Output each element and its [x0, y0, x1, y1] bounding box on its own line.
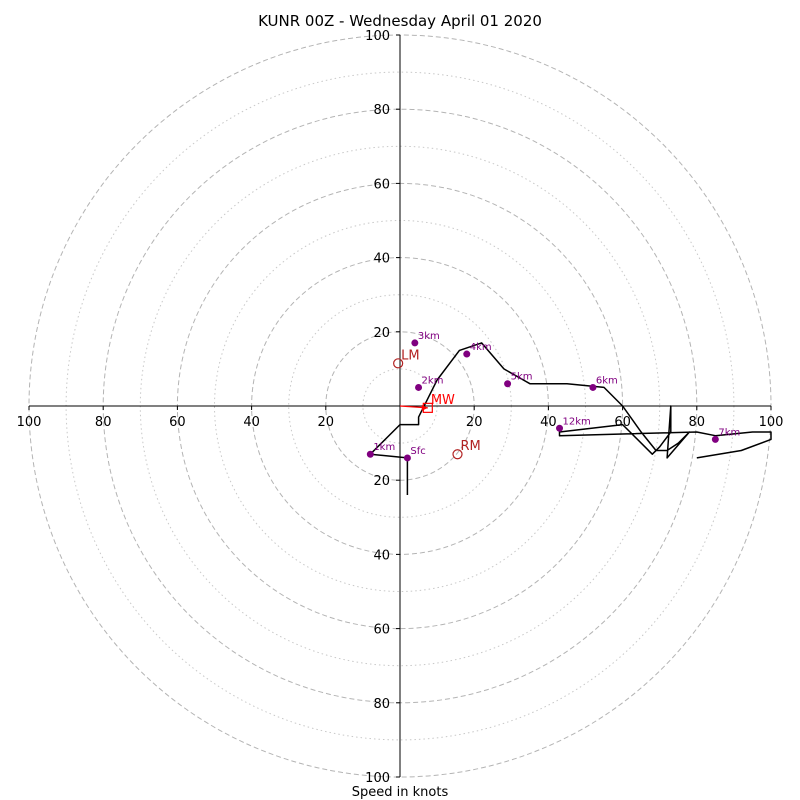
y-tick-label: 80: [373, 103, 390, 118]
y-tick-label: 40: [373, 548, 390, 563]
storm-motion-markers: LM RM MW: [393, 348, 481, 460]
x-tick-label: 20: [318, 415, 335, 430]
height-marker-label: 4km: [470, 342, 492, 353]
height-marker-point: [366, 450, 374, 458]
y-tick-label: 60: [373, 177, 390, 192]
height-marker-point: [504, 380, 512, 388]
height-marker-label: 5km: [511, 372, 533, 383]
height-marker-label: 6km: [596, 375, 618, 386]
hodograph-line: [369, 342, 772, 495]
y-tick-label: 20: [373, 474, 390, 489]
x-tick-label: 100: [759, 415, 784, 430]
height-marker-point: [403, 454, 411, 462]
motion-marker-rm: [452, 449, 463, 460]
height-marker-label: 1km: [373, 442, 395, 453]
x-axis-label: Speed in knots: [352, 785, 449, 800]
y-tick-label: 100: [365, 29, 390, 44]
x-tick-label: 20: [466, 415, 483, 430]
height-marker-label: Sfc: [410, 446, 425, 457]
y-tick-label: 20: [373, 326, 390, 341]
height-marker-label: 3km: [418, 331, 440, 342]
x-tick-label: 60: [614, 415, 631, 430]
y-tick-label: 40: [373, 252, 390, 267]
height-marker-label: 2km: [422, 375, 444, 386]
height-marker-point: [711, 435, 719, 443]
motion-marker-label-lm: LM: [401, 348, 419, 363]
x-tick-label: 80: [689, 415, 706, 430]
y-tick-label: 100: [365, 771, 390, 786]
height-marker-point: [556, 424, 564, 432]
chart-title: KUNR 00Z - Wednesday April 01 2020: [258, 12, 542, 30]
height-markers: Sfc 1km 2km 3km 4km 5km 6km 7km 12km: [366, 331, 740, 462]
hodograph-trace: [369, 342, 772, 495]
height-marker-label: 12km: [563, 416, 591, 427]
motion-marker-lm: [393, 358, 404, 369]
motion-marker-label-rm: RM: [461, 439, 481, 454]
y-tick-label: 80: [373, 697, 390, 712]
height-marker-point: [415, 383, 423, 391]
tick-labels: 100 80 60 40 20 20 40 60 80 100 100 80 60 40 20 20 40 60 8…: [17, 29, 784, 786]
motion-marker-label-mw: MW: [431, 393, 455, 408]
x-tick-label: 80: [95, 415, 112, 430]
height-marker-point: [411, 339, 419, 347]
x-tick-label: 100: [17, 415, 42, 430]
y-tick-label: 60: [373, 623, 390, 638]
x-tick-label: 40: [540, 415, 557, 430]
motion-marker-mw: [422, 402, 433, 413]
height-marker-point: [463, 350, 471, 358]
height-marker-label: 7km: [718, 427, 740, 438]
x-tick-label: 60: [169, 415, 186, 430]
height-marker-point: [589, 383, 597, 391]
x-tick-label: 40: [243, 415, 260, 430]
